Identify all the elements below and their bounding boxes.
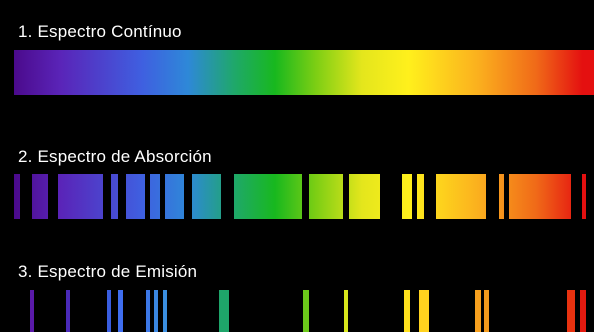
absorption-spectrum-title: 2. Espectro de Absorción: [18, 147, 212, 166]
emission-line: [475, 290, 481, 332]
emission-line: [567, 290, 575, 332]
absorption-line: [504, 174, 509, 219]
absorption-line: [118, 174, 126, 219]
emission-line: [344, 290, 348, 332]
emission-line: [154, 290, 158, 332]
absorption-line: [145, 174, 150, 219]
emission-line: [404, 290, 410, 332]
absorption-line: [221, 174, 234, 219]
emission-line: [163, 290, 167, 332]
absorption-line: [486, 174, 499, 219]
absorption-line: [380, 174, 402, 219]
absorption-line: [160, 174, 165, 219]
absorption-line: [412, 174, 417, 219]
continuous-spectrum-title: 1. Espectro Contínuo: [18, 22, 182, 41]
emission-line: [219, 290, 229, 332]
absorption-line: [20, 174, 32, 219]
emission-line: [580, 290, 586, 332]
emission-line: [146, 290, 150, 332]
emission-spectrum-band: [14, 290, 594, 332]
absorption-line: [586, 174, 594, 219]
absorption-line: [48, 174, 58, 219]
emission-line: [419, 290, 429, 332]
absorption-line: [571, 174, 582, 219]
emission-line: [118, 290, 123, 332]
continuous-spectrum-band: [14, 50, 594, 95]
emission-line: [66, 290, 70, 332]
absorption-line: [103, 174, 111, 219]
emission-line: [107, 290, 111, 332]
absorption-line: [424, 174, 436, 219]
emission-line: [484, 290, 489, 332]
absorption-spectrum-band: [14, 174, 594, 219]
emission-line: [303, 290, 309, 332]
emission-spectrum-title: 3. Espectro de Emisión: [18, 262, 198, 281]
absorption-line: [343, 174, 349, 219]
absorption-line: [184, 174, 192, 219]
emission-line: [30, 290, 34, 332]
absorption-line: [302, 174, 309, 219]
